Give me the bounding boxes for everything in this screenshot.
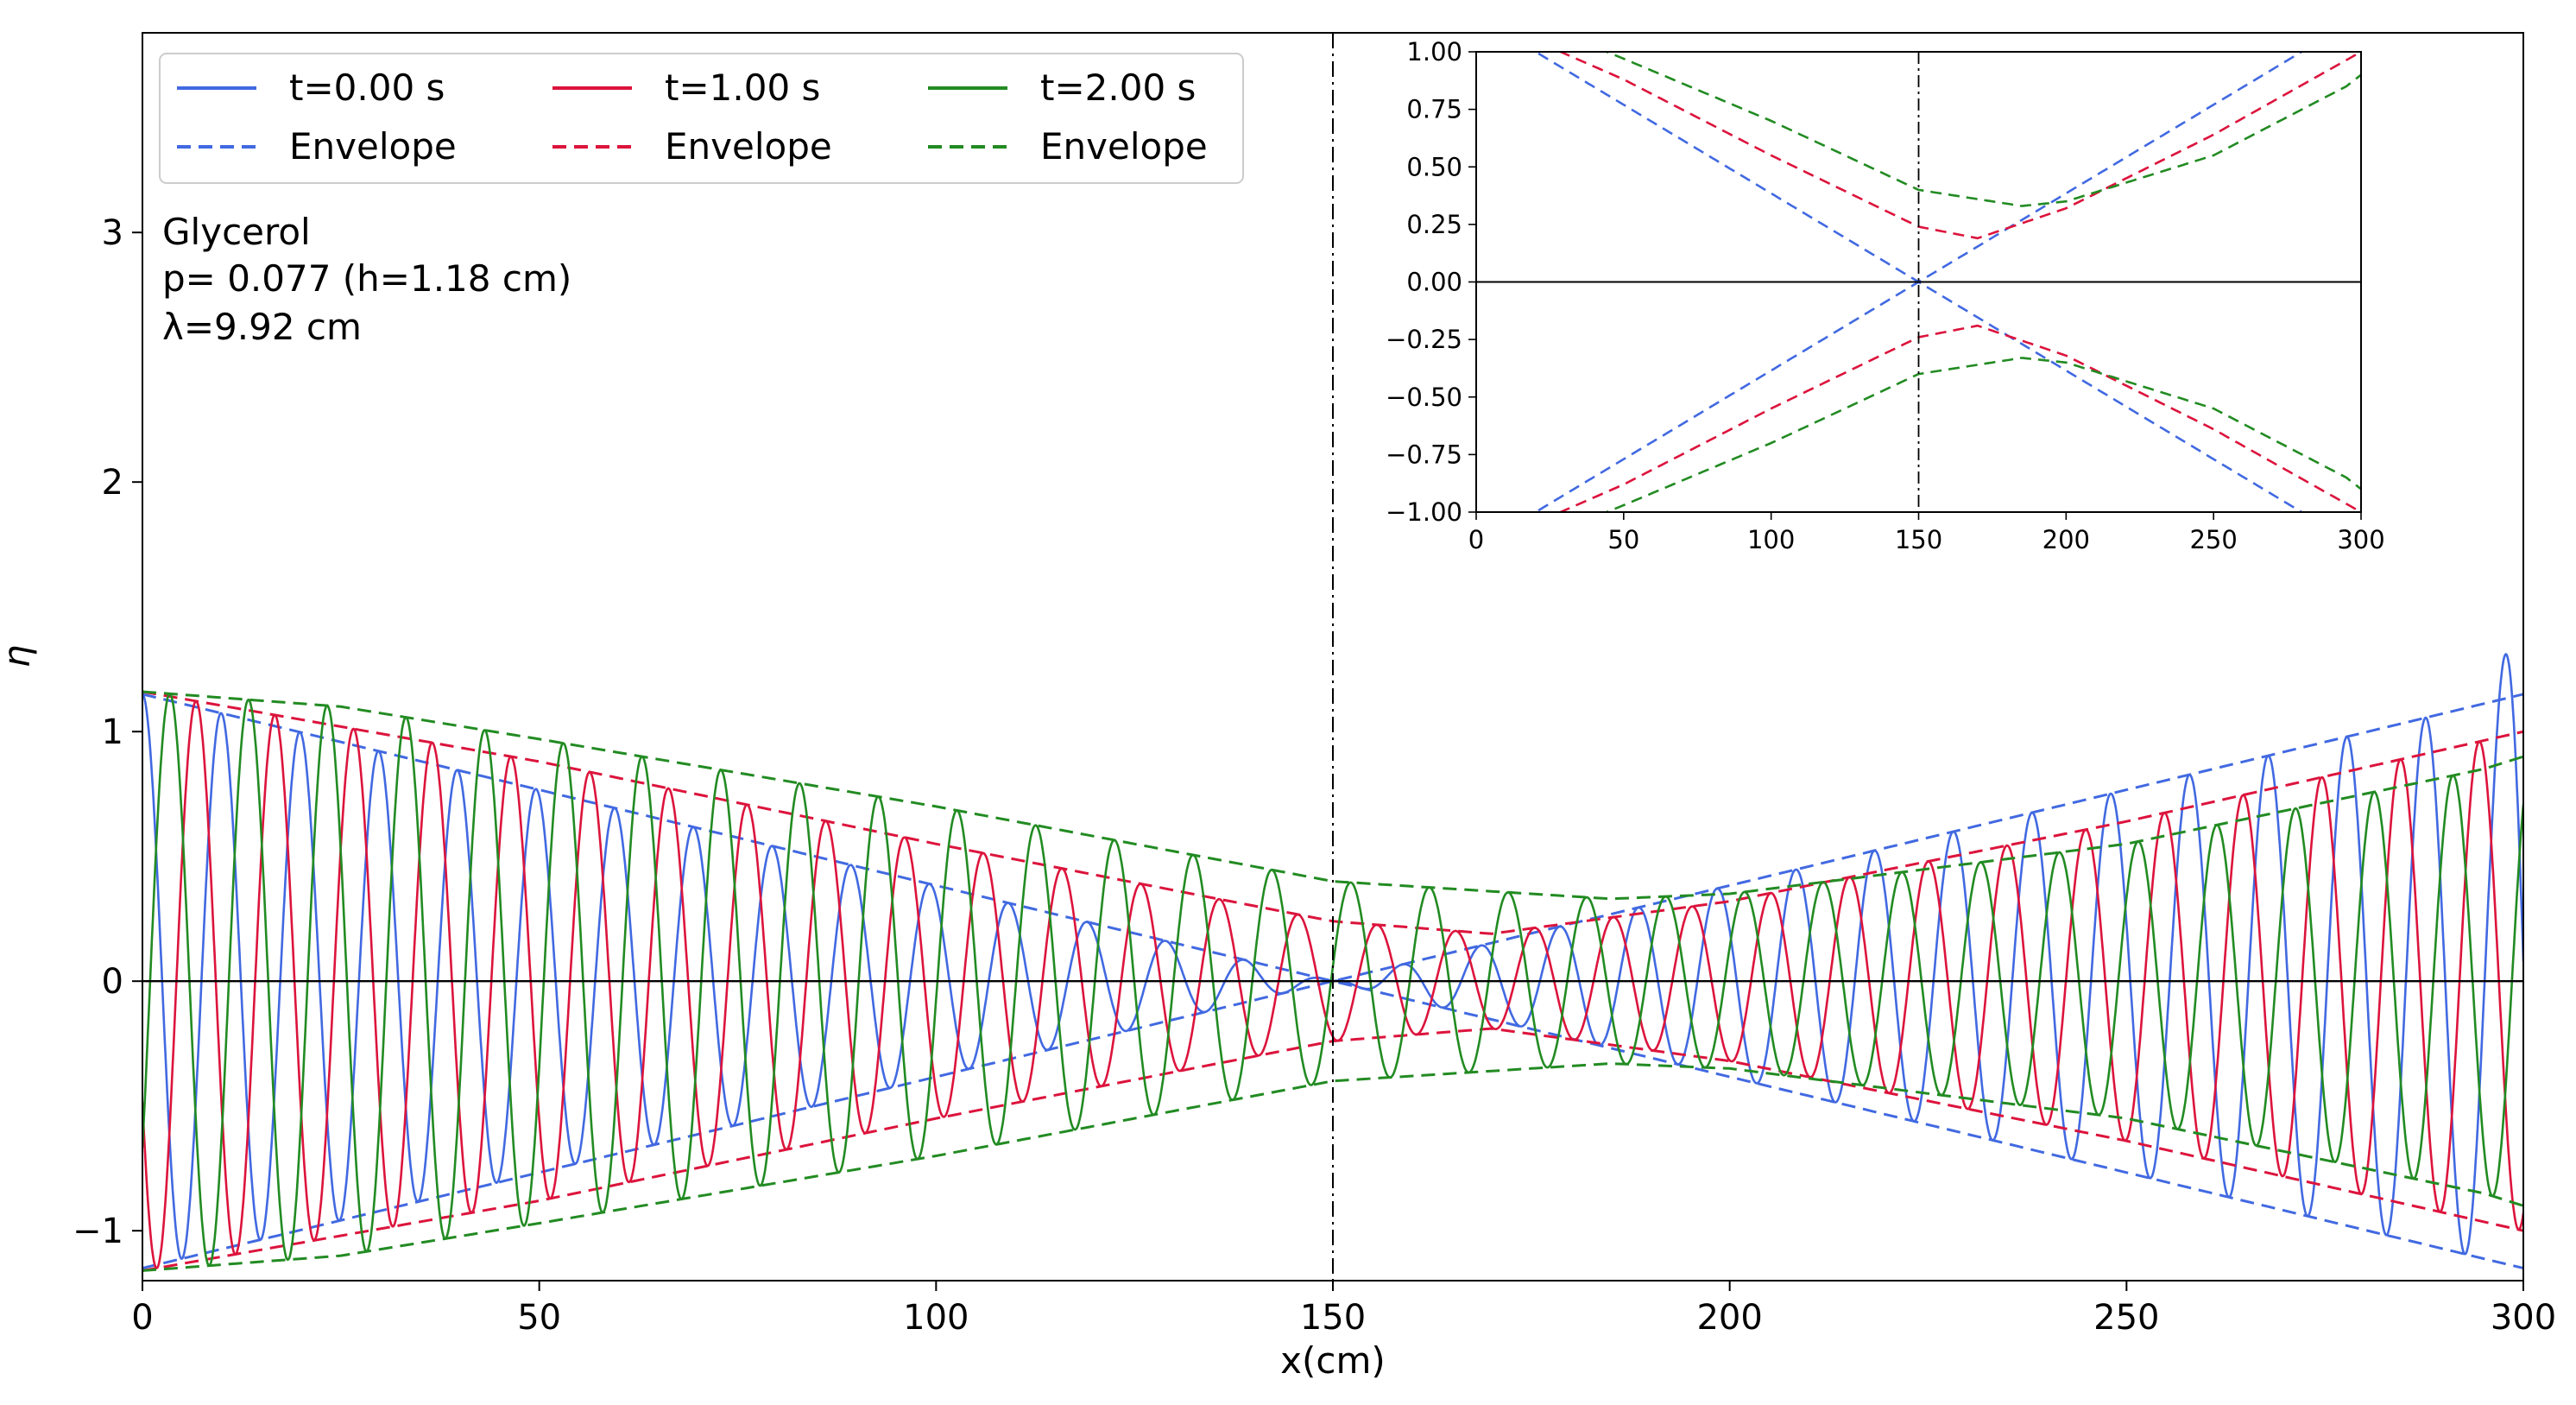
legend-box	[159, 53, 1244, 184]
legend-label: Envelope	[1040, 125, 1208, 168]
x-tick-label: 200	[1696, 1298, 1762, 1338]
inset-x-tick-label: 200	[2042, 525, 2090, 554]
inset-y-tick-label: −1.00	[1386, 497, 1462, 527]
inset-x-tick-label: 0	[1468, 525, 1484, 554]
inset-x-tick-label: 100	[1747, 525, 1795, 554]
inset-y-tick-label: 0.00	[1406, 268, 1462, 297]
x-tick-label: 300	[2491, 1298, 2556, 1338]
x-tick-label: 0	[131, 1298, 153, 1338]
y-tick-label: 0	[102, 962, 123, 1002]
x-tick-label: 150	[1300, 1298, 1366, 1338]
x-tick-label: 100	[903, 1298, 969, 1338]
x-tick-label: 50	[517, 1298, 561, 1338]
legend-label: Envelope	[665, 125, 832, 168]
annotation-wavelength: λ=9.92 cm	[162, 306, 362, 348]
inset-x-tick-label: 250	[2189, 525, 2237, 554]
inset-x-axis-ticks: 0 50 100 150 200 250 300	[1468, 512, 2385, 554]
annotation-fluid: Glycerol	[162, 211, 311, 253]
series-envelope-upper-3	[142, 690, 2523, 901]
legend-label: Envelope	[289, 125, 457, 168]
inset-x-tick-label: 300	[2337, 525, 2384, 554]
x-axis-ticks: 0 50 100 150 200 250 300	[131, 1281, 2556, 1338]
inset-y-axis-ticks: −1.00 −0.75 −0.50 −0.25 0.00 0.25 0.50 0.75 1.00	[1386, 37, 1476, 527]
series-envelope-lower-1	[142, 979, 2523, 1269]
y-axis-ticks: −1 0 1 2 3	[73, 213, 142, 1251]
inset-y-tick-label: −0.25	[1386, 325, 1462, 354]
inset-plot: 0 50 100 150 200 250 300 −1.00 −0.75 −0.50 −0.25 0…	[1386, 37, 2385, 554]
series-envelope-lower-3	[142, 1062, 2523, 1272]
inset-y-tick-label: 1.00	[1406, 37, 1462, 66]
y-tick-label: 3	[102, 213, 123, 253]
legend: t=0.00 s Envelope t=1.00 s Envelope t=2.00 s…	[159, 53, 1244, 184]
y-axis-label: η	[0, 645, 38, 668]
legend-label: t=1.00 s	[665, 66, 820, 109]
y-tick-label: 1	[102, 712, 123, 752]
inset-envelope-lower-3	[1603, 357, 2361, 512]
annotation: Glycerol p= 0.077 (h=1.18 cm) λ=9.92 cm	[162, 211, 571, 348]
inset-y-tick-label: 0.75	[1406, 95, 1462, 124]
inset-y-tick-label: 0.25	[1406, 210, 1462, 239]
inset-y-tick-label: 0.50	[1406, 152, 1462, 181]
x-axis-label: x(cm)	[1280, 1339, 1386, 1382]
reference-lines	[142, 33, 2523, 1281]
inset-x-tick-label: 150	[1895, 525, 1942, 554]
legend-label: t=2.00 s	[1040, 66, 1196, 109]
series-envelope-upper-1	[142, 693, 2523, 983]
inset-y-tick-label: −0.50	[1386, 383, 1462, 412]
x-tick-label: 250	[2093, 1298, 2159, 1338]
inset-y-tick-label: −0.75	[1386, 440, 1462, 469]
inset-reference-lines	[1476, 52, 2361, 512]
annotation-parameter: p= 0.077 (h=1.18 cm)	[162, 257, 571, 300]
y-tick-label: 2	[102, 463, 123, 503]
inset-x-tick-label: 50	[1607, 525, 1639, 554]
y-tick-label: −1	[73, 1212, 123, 1251]
legend-label: t=0.00 s	[289, 66, 445, 109]
inset-envelope-upper-3	[1603, 52, 2361, 207]
